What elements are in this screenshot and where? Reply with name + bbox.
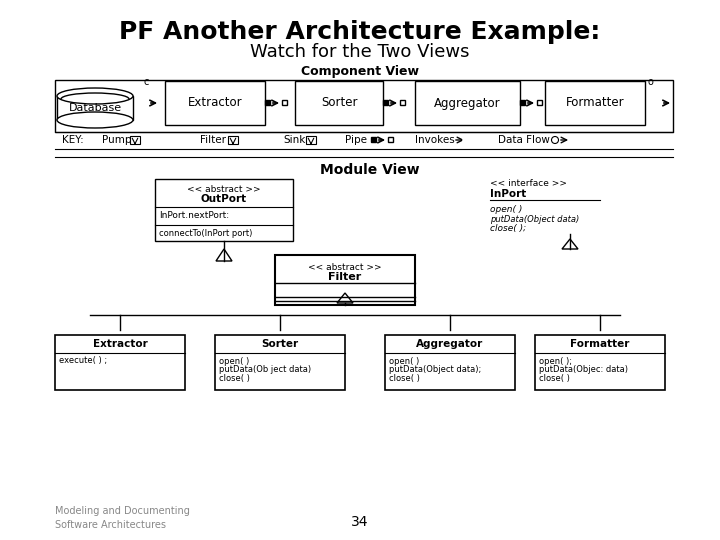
Text: putData(Object data): putData(Object data) <box>490 214 580 224</box>
Bar <box>306 136 316 144</box>
Bar <box>415 81 520 125</box>
Bar <box>165 81 265 125</box>
Text: putData(Ob ject data): putData(Ob ject data) <box>219 366 311 375</box>
Text: << abstract >>: << abstract >> <box>187 185 261 193</box>
Text: Sink: Sink <box>283 135 305 145</box>
Text: putData(Object data);: putData(Object data); <box>389 366 481 375</box>
Text: Formatter: Formatter <box>570 339 630 349</box>
Bar <box>55 80 673 132</box>
Bar <box>295 81 383 125</box>
Bar <box>383 100 388 105</box>
Text: Pipe: Pipe <box>345 135 367 145</box>
Text: Sorter: Sorter <box>261 339 299 349</box>
Text: open( ): open( ) <box>389 356 419 366</box>
Bar <box>57 96 133 120</box>
Text: KEY:: KEY: <box>62 135 84 145</box>
Text: connectTo(InPort port): connectTo(InPort port) <box>159 228 253 238</box>
Text: Watch for the Two Views: Watch for the Two Views <box>251 43 469 61</box>
Bar <box>282 100 287 105</box>
Bar <box>388 137 393 142</box>
Text: open( ): open( ) <box>219 356 249 366</box>
Bar <box>537 100 542 105</box>
Text: << interface >>: << interface >> <box>490 179 567 188</box>
Text: c: c <box>143 77 148 87</box>
Text: Sorter: Sorter <box>320 97 357 110</box>
Text: close( ): close( ) <box>219 375 250 383</box>
Text: InPort: InPort <box>490 189 526 199</box>
Text: InPort.nextPort:: InPort.nextPort: <box>159 212 229 220</box>
Bar <box>155 179 293 241</box>
Text: PF Another Architecture Example:: PF Another Architecture Example: <box>120 20 600 44</box>
Bar <box>520 100 525 105</box>
Text: Filter: Filter <box>328 272 361 282</box>
Bar <box>275 255 415 305</box>
Ellipse shape <box>57 112 133 128</box>
Text: Modeling and Documenting
Software Architectures: Modeling and Documenting Software Archit… <box>55 507 190 530</box>
Text: Database: Database <box>68 103 122 113</box>
Bar <box>535 335 665 390</box>
Text: open( ): open( ) <box>490 205 523 213</box>
Text: Aggregator: Aggregator <box>434 97 501 110</box>
Bar <box>130 136 140 144</box>
Text: o: o <box>648 77 654 87</box>
Text: Extractor: Extractor <box>188 97 243 110</box>
Bar <box>400 100 405 105</box>
Text: Pump: Pump <box>102 135 132 145</box>
Text: close( ): close( ) <box>389 375 420 383</box>
Text: Aggregator: Aggregator <box>416 339 484 349</box>
Text: close( ): close( ) <box>539 375 570 383</box>
Text: Formatter: Formatter <box>566 97 624 110</box>
Text: OutPort: OutPort <box>201 194 247 204</box>
Circle shape <box>552 137 559 144</box>
Text: Data Flow: Data Flow <box>498 135 550 145</box>
Text: Extractor: Extractor <box>93 339 148 349</box>
Text: execute( ) ;: execute( ) ; <box>59 356 107 366</box>
Bar <box>385 335 515 390</box>
Bar <box>215 335 345 390</box>
Bar <box>371 137 376 142</box>
Text: putData(Objec: data): putData(Objec: data) <box>539 366 628 375</box>
Text: << abstract >>: << abstract >> <box>308 262 382 272</box>
Text: Module View: Module View <box>320 163 420 177</box>
Bar <box>545 81 645 125</box>
Text: open( );: open( ); <box>539 356 572 366</box>
Ellipse shape <box>57 88 133 104</box>
Bar <box>55 335 185 390</box>
Bar <box>265 100 270 105</box>
Text: close( );: close( ); <box>490 224 526 233</box>
Text: Invokes: Invokes <box>415 135 455 145</box>
Text: 34: 34 <box>351 515 369 529</box>
Text: Filter: Filter <box>200 135 226 145</box>
Text: Component View: Component View <box>301 65 419 78</box>
Bar <box>228 136 238 144</box>
